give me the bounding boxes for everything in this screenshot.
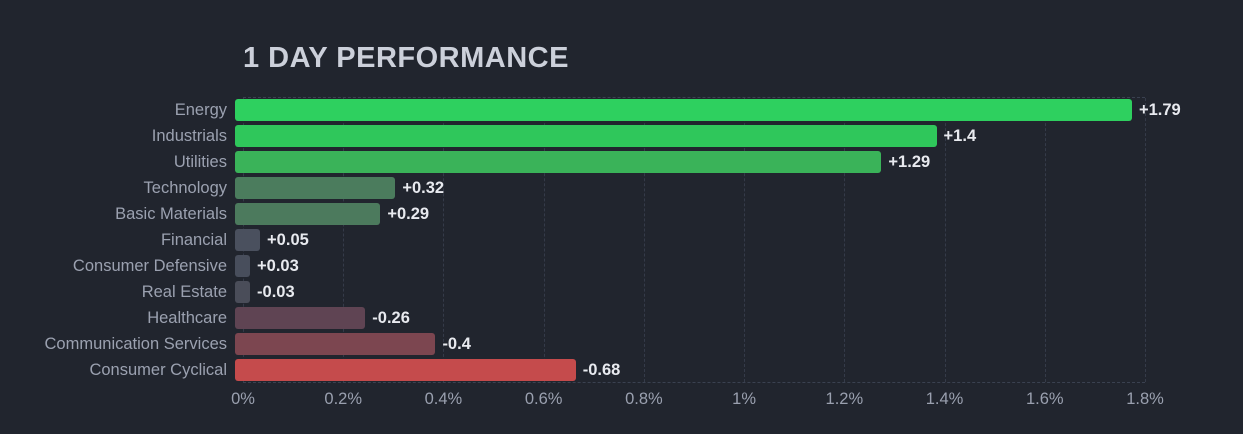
chart-title: 1 DAY PERFORMANCE bbox=[243, 42, 569, 74]
bar-row: Communication Services -0.4 bbox=[0, 331, 1243, 357]
bar bbox=[235, 229, 261, 251]
x-tick-label: 1.8% bbox=[1126, 390, 1164, 408]
bar-cell: +1.4 bbox=[235, 123, 1243, 149]
bar-row: Healthcare -0.26 bbox=[0, 305, 1243, 331]
bar-row: Industrials +1.4 bbox=[0, 123, 1243, 149]
x-tick-label: 0.6% bbox=[524, 390, 563, 408]
category-label: Basic Materials bbox=[115, 204, 227, 223]
bar-row: Technology +0.32 bbox=[0, 175, 1243, 201]
value-label: -0.4 bbox=[442, 334, 471, 353]
value-label: -0.68 bbox=[582, 360, 621, 379]
category-label: Consumer Cyclical bbox=[89, 360, 227, 379]
value-label: +1.29 bbox=[888, 152, 931, 171]
value-label: +0.05 bbox=[267, 230, 309, 249]
category-label: Real Estate bbox=[141, 282, 227, 301]
bar-cell: +1.79 bbox=[235, 97, 1243, 123]
bar-row: Consumer Cyclical -0.68 bbox=[0, 357, 1243, 383]
bar bbox=[235, 125, 937, 147]
x-tick-label: 1.6% bbox=[1025, 390, 1064, 408]
bar bbox=[235, 177, 396, 199]
bar bbox=[235, 151, 882, 173]
x-tick-label: 0.8% bbox=[625, 390, 663, 408]
category-label: Consumer Defensive bbox=[72, 256, 227, 275]
x-axis: 0% 0.2% 0.4% 0.6% 0.8% 1% 1.2% 1.4% 1.6% 1.8% bbox=[231, 390, 1164, 414]
value-label: +1.79 bbox=[1138, 100, 1181, 119]
bar-cell: -0.03 bbox=[235, 279, 1243, 305]
bar-cell: +0.05 bbox=[235, 227, 1243, 253]
category-label: Utilities bbox=[173, 152, 227, 171]
bar bbox=[235, 255, 251, 277]
bar-row: Financial +0.05 bbox=[0, 227, 1243, 253]
bar-row: Consumer Defensive +0.03 bbox=[0, 253, 1243, 279]
value-label: -0.03 bbox=[257, 282, 295, 301]
bar-cell: +0.03 bbox=[235, 253, 1243, 279]
bar-cell: -0.4 bbox=[235, 331, 1243, 357]
value-label: +0.29 bbox=[387, 204, 430, 223]
x-tick-label: 0.4% bbox=[424, 390, 463, 408]
bar bbox=[235, 99, 1132, 121]
category-label: Healthcare bbox=[147, 308, 227, 327]
bar bbox=[235, 281, 251, 303]
bar-cell: +1.29 bbox=[235, 149, 1243, 175]
bar-cell: +0.32 bbox=[235, 175, 1243, 201]
bar bbox=[235, 203, 381, 225]
category-label: Technology bbox=[143, 178, 227, 197]
bar bbox=[235, 333, 436, 355]
x-tick-label: 0.2% bbox=[324, 390, 363, 408]
value-label: -0.26 bbox=[372, 308, 410, 327]
category-label: Industrials bbox=[151, 126, 227, 145]
bar-cell: +0.29 bbox=[235, 201, 1243, 227]
value-label: +0.32 bbox=[402, 178, 445, 197]
bar-cell: -0.26 bbox=[235, 305, 1243, 331]
bars-container: Energy +1.79 Industrials +1.4 Utilities +1.29… bbox=[0, 97, 1243, 383]
bar bbox=[235, 359, 576, 381]
x-tick-label: 1% bbox=[732, 390, 757, 408]
x-tick-label: 1.2% bbox=[825, 390, 864, 408]
bar-row: Utilities +1.29 bbox=[0, 149, 1243, 175]
bar-cell: -0.68 bbox=[235, 357, 1243, 383]
category-label: Communication Services bbox=[44, 334, 227, 353]
x-tick-label: 1.4% bbox=[925, 390, 964, 408]
bar bbox=[235, 307, 366, 329]
bar-row: Basic Materials +0.29 bbox=[0, 201, 1243, 227]
bar-row: Energy +1.79 bbox=[0, 97, 1243, 123]
category-label: Energy bbox=[174, 100, 227, 119]
bar-row: Real Estate -0.03 bbox=[0, 279, 1243, 305]
x-tick-label: 0% bbox=[231, 390, 255, 408]
value-label: +1.4 bbox=[943, 126, 977, 145]
value-label: +0.03 bbox=[257, 256, 299, 275]
category-label: Financial bbox=[160, 230, 227, 249]
